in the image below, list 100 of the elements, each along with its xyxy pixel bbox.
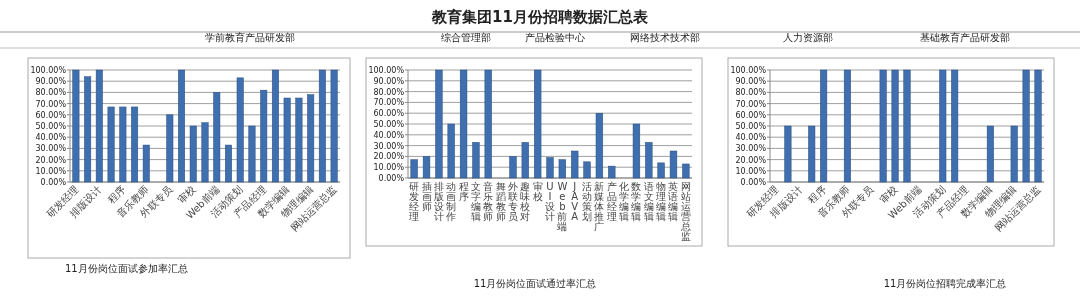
bar [422,156,431,179]
y-tick-label: 50.00% [35,122,67,131]
text: 11月份岗位招聘完成率汇总 [883,278,1007,289]
y-tick-label: 10.00% [373,163,405,173]
bar [318,69,326,183]
y-tick-label: 90.00% [373,76,405,86]
x-tick-label: 新媒体推广 [594,181,605,232]
bar [225,144,232,183]
bar [632,123,641,179]
text: 基础教育产品研发部 [920,32,1010,43]
bar [410,159,418,179]
x-tick-label: 产品经理 [606,181,617,222]
y-tick-label: 20.00% [35,155,67,165]
bar [583,161,591,179]
y-tick-label: 60.00% [373,109,405,119]
bar [142,144,150,183]
bar [571,150,579,179]
x-tick-label: 插画师 [421,181,432,212]
y-tick-label: 40.00% [35,133,67,143]
x-tick-label: 动画制作 [445,181,457,222]
text: 产品检验中心 [525,32,585,43]
y-tick-label: 80.00% [35,88,67,98]
text: 教育集团11月份招聘数据汇总表 [431,8,649,26]
bar [166,114,174,183]
bar [213,92,221,183]
bar [84,76,92,183]
y-tick-label: 50.00% [735,122,767,131]
x-tick-label: 网站运营总监 [679,181,691,242]
x-tick-label: 审校 [531,181,543,202]
bar [484,69,492,179]
y-tick-label: 80.00% [373,87,405,97]
y-tick-label: 30.00% [35,144,67,154]
y-tick-label: 90.00% [35,77,67,87]
x-tick-label: 外联专员 [507,181,518,222]
x-tick-label: 化学编辑 [619,181,630,222]
bar [236,77,244,183]
bar [534,69,542,179]
bar [119,106,127,183]
text: 综合管理部 [441,32,491,43]
bar [608,165,616,179]
y-tick-label: 60.00% [735,110,767,120]
x-tick-label: 程序 [458,181,469,202]
bar [330,69,338,183]
bar [189,125,197,183]
bar [546,157,554,179]
bar [669,150,678,179]
x-tick-label: 研发经理 [409,181,420,222]
x-tick-label: 排版设计 [433,181,444,222]
bar [107,106,115,183]
bar [283,97,291,183]
bar [435,69,443,179]
x-tick-label: JAVA [571,181,579,222]
text: 人力资源部 [783,32,833,43]
bar [682,163,690,179]
y-tick-label: 70.00% [373,98,405,108]
y-tick-label: 100.00% [30,66,67,75]
text: 11月份岗位面试参加率汇总 [65,263,188,274]
x-tick-label: 英语编辑 [668,181,679,222]
bar [201,122,209,183]
x-tick-label: 活动策划 [582,181,593,222]
y-tick-label: 40.00% [373,130,405,140]
bar [472,142,480,179]
y-tick-label: 30.00% [735,144,767,154]
y-tick-label: 70.00% [35,99,67,109]
bar [260,89,268,183]
y-tick-label: 10.00% [35,166,67,176]
bar [657,162,665,179]
y-tick-label: 40.00% [735,133,767,143]
y-tick-label: 70.00% [735,99,767,109]
y-tick-label: 0.00% [378,174,405,183]
bar [521,142,529,179]
bar [595,112,604,179]
bar [295,97,303,183]
bar [271,69,279,183]
bar [459,69,468,179]
x-tick-label: 语文编辑 [643,181,654,222]
y-tick-label: 80.00% [735,88,767,98]
y-tick-label: 50.00% [373,120,405,129]
y-tick-label: 100.00% [368,66,405,75]
y-tick-label: 0.00% [40,178,67,187]
bar [509,156,517,179]
y-tick-label: 20.00% [373,152,405,162]
y-tick-label: 90.00% [735,77,767,87]
y-tick-label: 20.00% [735,155,767,165]
bar [645,142,653,179]
x-tick-label: 物理编辑 [656,181,667,222]
y-tick-label: 100.00% [730,66,767,75]
y-tick-label: 0.00% [740,178,767,187]
y-tick-label: 60.00% [35,110,67,120]
x-tick-label: 趣味校对 [519,181,531,222]
x-tick-label: 文字编辑 [470,181,481,222]
bar [447,123,455,179]
text: 11月份岗位面试通过率汇总 [473,278,597,289]
x-tick-label: 舞蹈教师 [495,181,506,222]
bar [307,94,315,183]
x-tick-label: UI设计 [545,181,555,222]
y-tick-label: 30.00% [373,141,405,151]
x-tick-label: 数学编辑 [631,181,642,222]
bar [95,69,103,183]
x-tick-label: Web前端 [557,181,568,232]
